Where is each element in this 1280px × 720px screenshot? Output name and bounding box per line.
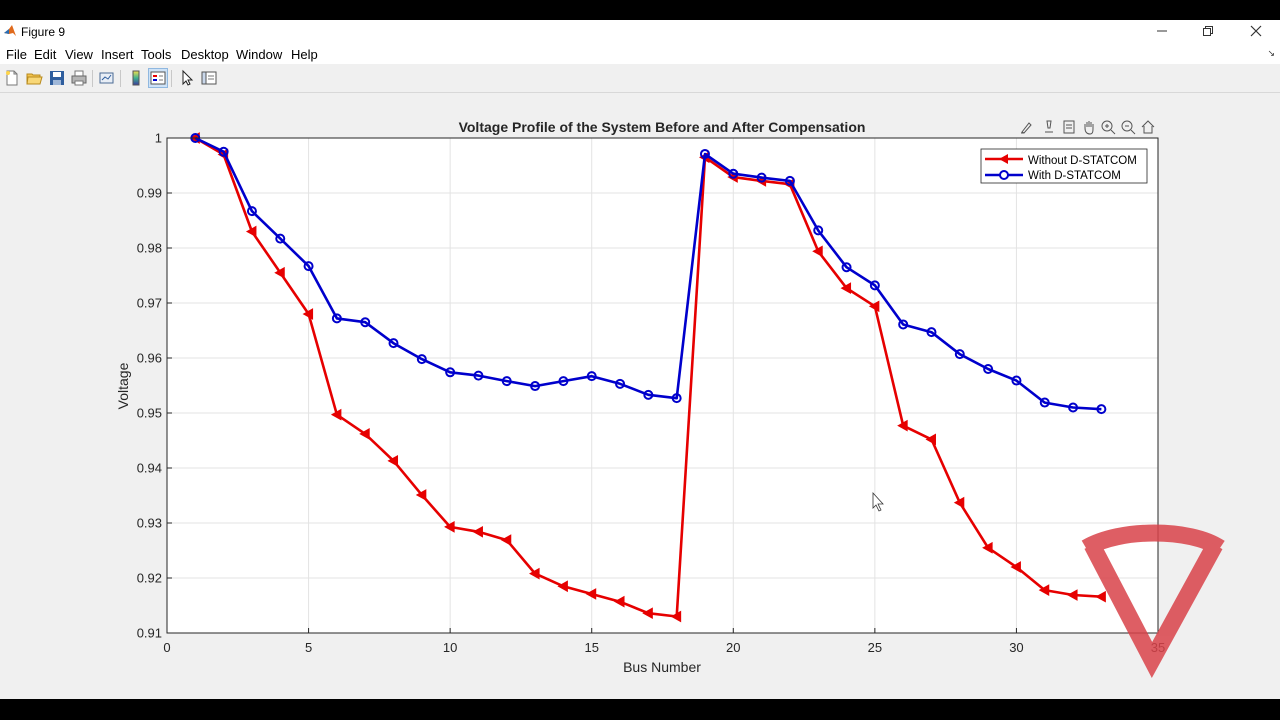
menu-tools[interactable]: Tools [141, 47, 172, 62]
toolbar-separator [171, 70, 172, 87]
menu-edit[interactable]: Edit [34, 47, 57, 62]
window-title: Figure 9 [21, 25, 66, 39]
restore-button[interactable] [1188, 22, 1228, 42]
pan-hand-icon[interactable] [1081, 119, 1097, 135]
open-file-icon[interactable] [25, 69, 43, 87]
matlab-logo-icon [4, 25, 16, 36]
figure-window: Figure 9 File Edit View Insert Tools Des… [0, 20, 1280, 699]
property-inspector-icon[interactable] [200, 69, 218, 87]
bottom-bar [0, 699, 1280, 720]
menu-desktop[interactable]: Desktop [181, 47, 229, 62]
menu-view[interactable]: View [65, 47, 93, 62]
restore-icon [1203, 26, 1213, 36]
brush-icon[interactable] [1019, 119, 1035, 135]
edit-plot-arrow-icon[interactable] [178, 69, 196, 87]
link-plot-icon[interactable] [98, 69, 116, 87]
close-icon [1250, 25, 1262, 37]
dock-arrow-icon[interactable]: ↘ [1267, 48, 1275, 58]
print-icon[interactable] [70, 69, 88, 87]
insert-legend-icon[interactable] [148, 68, 168, 88]
restore-view-home-icon[interactable] [1140, 119, 1156, 135]
menu-help[interactable]: Help [291, 47, 318, 62]
insert-colorbar-icon[interactable] [127, 69, 145, 87]
export-icon[interactable] [1061, 119, 1077, 135]
menu-file[interactable]: File [6, 47, 27, 62]
close-button[interactable] [1236, 22, 1276, 42]
minimize-icon [1157, 30, 1167, 32]
title-bar: Figure 9 [0, 20, 1280, 44]
menu-window[interactable]: Window [236, 47, 283, 62]
save-icon[interactable] [48, 69, 66, 87]
zoom-out-icon[interactable] [1120, 119, 1136, 135]
figure-toolbar [0, 66, 1280, 93]
zoom-in-icon[interactable] [1100, 119, 1116, 135]
toolbar-separator [120, 70, 121, 87]
data-tips-icon[interactable] [1041, 119, 1057, 135]
new-figure-icon[interactable] [3, 69, 21, 87]
toolbar-separator [92, 70, 93, 87]
menu-insert[interactable]: Insert [101, 47, 134, 62]
minimize-button[interactable] [1142, 22, 1182, 42]
menu-bar: File Edit View Insert Tools Desktop Wind… [0, 44, 1280, 64]
